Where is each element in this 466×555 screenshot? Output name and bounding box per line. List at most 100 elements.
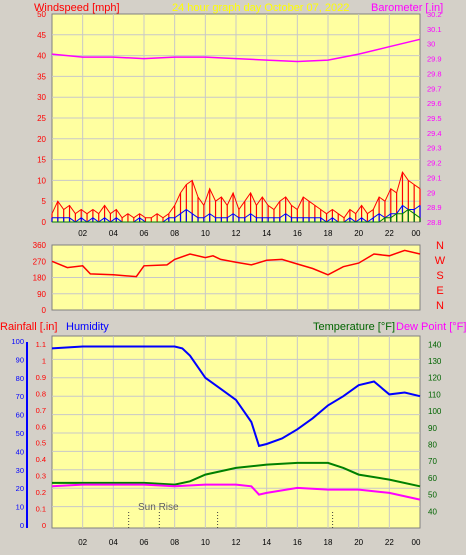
barometer-tick-label: 30: [427, 40, 435, 49]
time-tick-label: 22: [385, 538, 394, 547]
barometer-tick-label: 29.6: [427, 99, 442, 108]
humidity-time-ticks: 02 04 06 08 10 12 14 16 18 20 22 00: [78, 538, 421, 547]
time-tick-label: 18: [324, 538, 333, 547]
compass-letter: S: [436, 270, 443, 282]
barometer-axis-ticks: 28.8 28.9 29 29.1 29.2 29.3 29.4 29.5 29.6 29.7 29…: [427, 10, 442, 227]
time-tick-label: 12: [232, 229, 241, 238]
windspeed-tick-label: 40: [37, 52, 46, 61]
time-tick-label: 14: [262, 538, 271, 547]
windspeed-tick-label: 10: [37, 176, 46, 185]
temperature-tick-label: 110: [428, 390, 441, 399]
humidity-tick-label: 70: [16, 392, 24, 401]
temperature-tick-label: 70: [428, 457, 437, 466]
time-tick-label: 02: [78, 538, 87, 547]
barometer-tick-label: 29.8: [427, 69, 442, 78]
graph-title: 24 hour graph day October 07, 2022: [172, 2, 349, 14]
barometer-tick-label: 30.1: [427, 25, 442, 34]
compass-letter: N: [436, 300, 444, 312]
barometer-line: [51, 38, 421, 63]
temperature-tick-label: 40: [428, 507, 437, 516]
humidity-tick-label: 0: [20, 521, 24, 530]
direction-green-line: [52, 208, 421, 223]
temperature-tick-label: 100: [428, 407, 442, 416]
time-tick-label: 10: [201, 229, 210, 238]
humidity-tick-label: 80: [16, 374, 24, 383]
temperature-tick-label: 120: [428, 374, 442, 383]
barometer-tick-label: 29.1: [427, 173, 442, 182]
time-tick-label: 16: [293, 229, 302, 238]
sunrise-label: Sun Rise: [138, 502, 179, 513]
humidity-grid: [52, 336, 420, 528]
rainfall-tick-label: 0.2: [36, 488, 46, 497]
rainfall-tick-label: 0.4: [36, 455, 46, 464]
rainfall-tick-label: 0.1: [36, 505, 46, 514]
humidity-axis-ticks: 0 10 20 30 40 50 60 70 80 90 100: [11, 337, 28, 530]
rainfall-tick-label: 0.8: [36, 389, 46, 398]
dewpoint-label: Dew Point [°F]: [396, 321, 466, 333]
rainfall-tick-label: 1.1: [36, 340, 46, 349]
barometer-tick-label: 28.8: [427, 218, 442, 227]
rainfall-tick-label: 0.9: [36, 373, 46, 382]
wind-time-ticks: 02 04 06 08 10 12 14 16 18 20 22 00: [78, 229, 421, 238]
humidity-series: [51, 345, 421, 528]
temperature-axis-ticks: 40 50 60 70 80 90 100 110 120 130 140: [428, 340, 442, 516]
windspeed-tick-label: 35: [37, 72, 46, 81]
time-tick-label: 04: [109, 538, 118, 547]
temperature-label: Temperature [°F]: [313, 321, 395, 333]
barometer-tick-label: 29.9: [427, 55, 442, 64]
temperature-tick-label: 60: [428, 474, 437, 483]
barometer-tick-label: 29: [427, 188, 435, 197]
humidity-tick-label: 10: [16, 503, 24, 512]
time-tick-label: 08: [170, 229, 179, 238]
humidity-tick-label: 20: [16, 484, 24, 493]
barometer-tick-label: 29.7: [427, 84, 442, 93]
barometer-label: Barometer [.in]: [371, 2, 443, 14]
temperature-tick-label: 140: [428, 340, 442, 349]
barometer-tick-label: 29.5: [427, 114, 442, 123]
rainfall-tick-label: 0.3: [36, 472, 46, 481]
windspeed-tick-label: 25: [37, 114, 46, 123]
rainfall-tick-label: 1: [42, 356, 46, 365]
rainfall-tick-label: 0.5: [36, 439, 46, 448]
direction-tick-label: 90: [37, 290, 46, 299]
rainfall-label: Rainfall [.in]: [0, 321, 57, 333]
windspeed-tick-label: 0: [42, 218, 47, 227]
direction-tick-label: 0: [42, 306, 47, 315]
windspeed-tick-label: 20: [37, 135, 46, 144]
direction-series: [51, 249, 421, 278]
temperature-tick-label: 50: [428, 491, 437, 500]
temperature-tick-label: 130: [428, 357, 442, 366]
time-tick-label: 08: [170, 538, 179, 547]
windspeed-tick-label: 5: [42, 197, 47, 206]
barometer-tick-label: 30.2: [427, 10, 442, 19]
humidity-tick-label: 40: [16, 447, 24, 456]
barometer-tick-label: 29.4: [427, 129, 442, 138]
windspeed-tick-label: 15: [37, 156, 46, 165]
windspeed-tick-label: 30: [37, 93, 46, 102]
time-tick-label: 06: [140, 538, 149, 547]
time-tick-label: 16: [293, 538, 302, 547]
time-tick-label: 20: [354, 538, 363, 547]
time-tick-label: 12: [232, 538, 241, 547]
windspeed-line: [52, 204, 421, 223]
gust-line: [51, 170, 421, 219]
windspeed-axis-ticks: 0 5 10 15 20 25 30 35 40 45 50: [37, 10, 46, 227]
rainfall-axis-ticks: 0 0.1 0.2 0.3 0.4 0.5 0.6 0.7 0.8 0.9 1 1.1: [36, 340, 46, 530]
barometer-tick-label: 29.2: [427, 159, 442, 168]
time-tick-label: 02: [78, 229, 87, 238]
direction-tick-label: 180: [33, 274, 47, 283]
time-tick-label: 20: [354, 229, 363, 238]
time-tick-label: 00: [412, 538, 421, 547]
temperature-tick-label: 80: [428, 441, 437, 450]
direction-tick-label: 270: [33, 257, 47, 266]
direction-tick-label: 360: [33, 241, 47, 250]
windspeed-tick-label: 50: [37, 10, 46, 19]
direction-line: [51, 249, 421, 278]
compass-letter: E: [436, 285, 443, 297]
time-tick-label: 18: [324, 229, 333, 238]
humidity-tick-label: 30: [16, 466, 24, 475]
barometer-tick-label: 28.9: [427, 203, 442, 212]
compass-letter: W: [435, 255, 446, 267]
